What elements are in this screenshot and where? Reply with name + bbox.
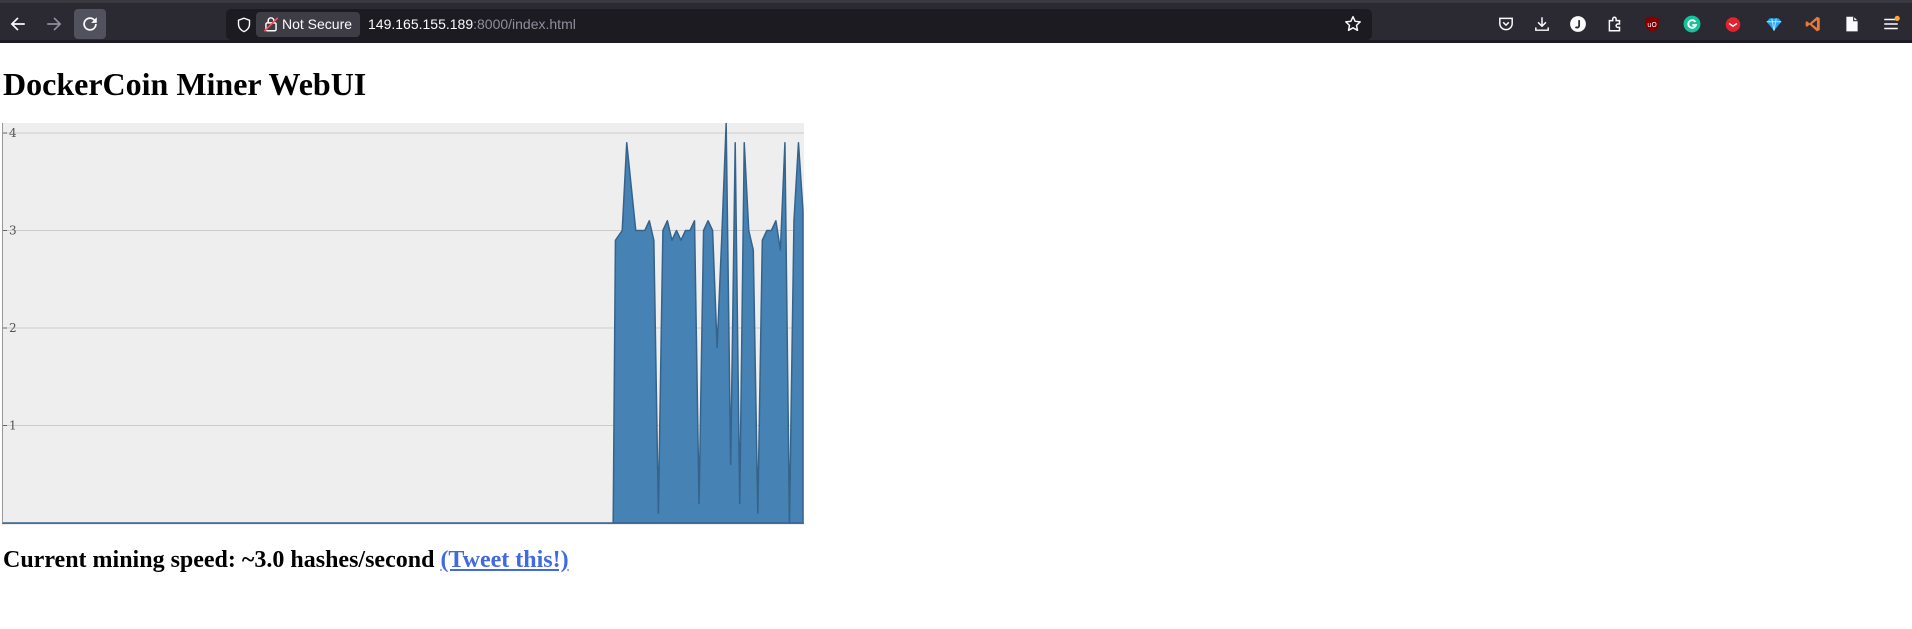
forward-arrow-icon <box>47 17 62 31</box>
reload-button[interactable] <box>74 9 106 39</box>
toolbar-separator <box>0 40 1912 43</box>
y-tick-label-3: 3 <box>9 224 17 238</box>
speed-suffix: hashes/second <box>284 547 441 573</box>
url-text[interactable]: 149.165.155.189:8000/index.html <box>368 9 576 40</box>
extension-j-icon[interactable] <box>1567 13 1589 35</box>
svg-text:uO: uO <box>1647 21 1657 29</box>
app-menu-icon[interactable] <box>1880 13 1902 35</box>
y-tick-label-1: 1 <box>9 419 17 433</box>
tracking-protection-shield-icon[interactable] <box>234 15 254 35</box>
tweet-this-link[interactable]: (Tweet this!) <box>440 547 569 573</box>
vscode-extension-icon[interactable] <box>1802 13 1824 35</box>
not-secure-badge[interactable]: Not Secure <box>256 12 361 37</box>
red-extension-icon[interactable] <box>1722 13 1744 35</box>
y-tick-label-2: 2 <box>9 321 17 335</box>
downloads-icon[interactable] <box>1531 13 1553 35</box>
hash-rate-chart-svg: 1 2 3 4 <box>2 123 804 525</box>
back-arrow-icon <box>10 17 25 31</box>
hash-rate-area <box>2 123 804 524</box>
y-tick-label-4: 4 <box>9 126 17 140</box>
speed-value: 3.0 <box>254 547 285 573</box>
pocket-icon[interactable] <box>1495 13 1517 35</box>
grammarly-icon[interactable] <box>1681 13 1703 35</box>
mining-speed-text: Current mining speed: ~3.0 hashes/second… <box>3 545 569 575</box>
page-document-icon[interactable] <box>1841 13 1863 35</box>
ublock-origin-icon[interactable]: uO <box>1641 13 1663 35</box>
browser-toolbar: Not Secure 149.165.155.189:8000/index.ht… <box>0 0 1912 43</box>
extensions-puzzle-icon[interactable] <box>1604 13 1626 35</box>
diamond-extension-icon[interactable] <box>1763 13 1785 35</box>
not-secure-label: Not Secure <box>282 16 353 32</box>
hash-rate-chart: 1 2 3 4 <box>2 123 804 525</box>
url-path: :8000/index.html <box>473 16 576 32</box>
forward-button[interactable] <box>38 9 70 39</box>
page-title: DockerCoin Miner WebUI <box>3 66 367 102</box>
insecure-lock-icon <box>263 17 279 32</box>
url-host: 149.165.155.189 <box>368 16 474 32</box>
reload-icon <box>83 17 97 31</box>
bookmark-star-icon[interactable] <box>1344 15 1364 35</box>
url-bar[interactable]: Not Secure 149.165.155.189:8000/index.ht… <box>226 9 1372 40</box>
speed-prefix: Current mining speed: ~ <box>3 547 255 573</box>
back-button[interactable] <box>2 9 34 39</box>
